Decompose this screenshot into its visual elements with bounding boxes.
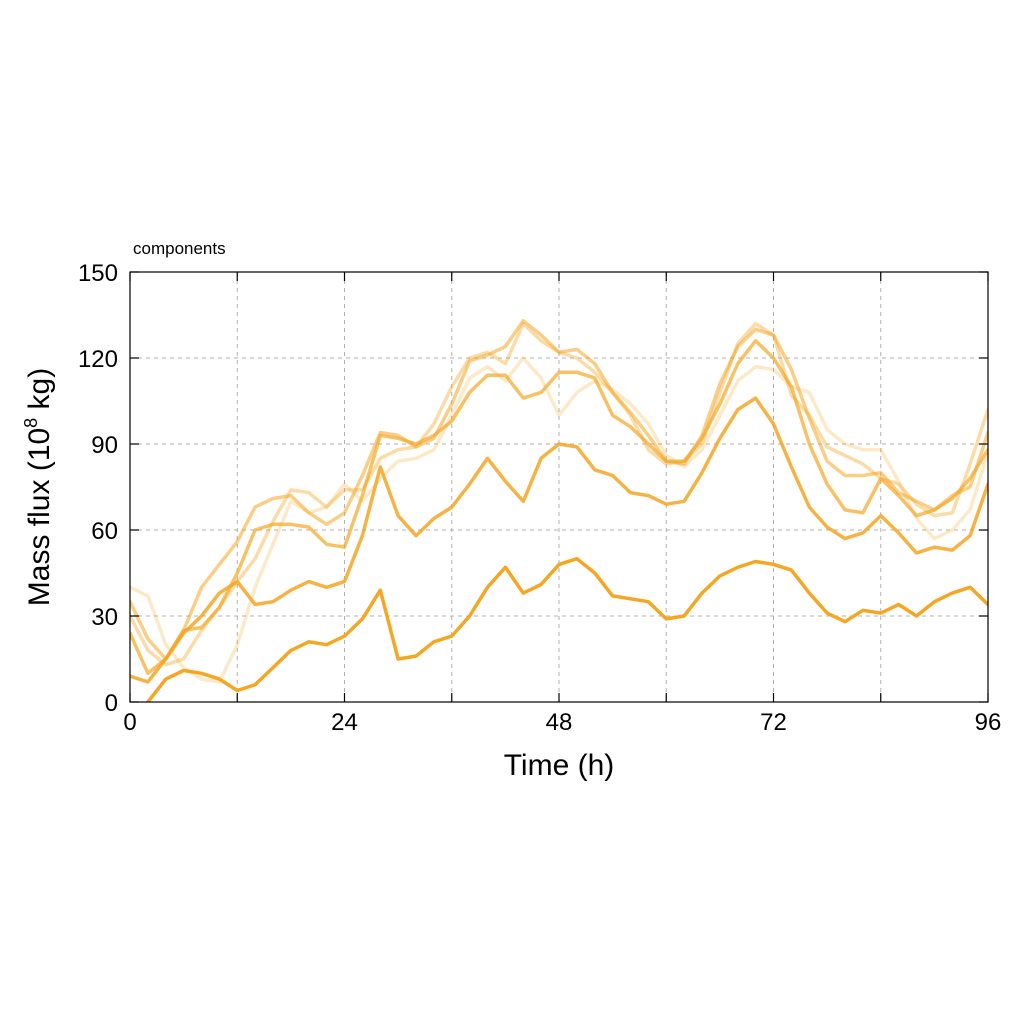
x-tick-label: 24 xyxy=(331,709,358,736)
y-tick-label: 0 xyxy=(105,690,118,717)
x-tick-label: 72 xyxy=(760,709,787,736)
y-tick-label: 90 xyxy=(91,432,118,459)
y-axis-label-exponent: 8 xyxy=(21,418,41,428)
series-line-2 xyxy=(130,396,988,684)
ticks xyxy=(129,271,989,703)
x-tick-label: 0 xyxy=(123,709,136,736)
y-tick-label: 30 xyxy=(91,604,118,631)
chart-title: components xyxy=(133,239,226,258)
x-tick-label: 48 xyxy=(546,709,573,736)
grid xyxy=(130,272,988,702)
y-axis-label-unit: kg) xyxy=(23,368,56,418)
tick-labels: 0 24 48 72 96 0 30 60 90 120 150 xyxy=(78,260,1001,736)
y-axis-label: Mass flux (108 kg) xyxy=(21,368,56,606)
series-line-1 xyxy=(145,556,988,702)
y-tick-label: 150 xyxy=(78,260,118,287)
series-layer xyxy=(130,318,988,702)
series-line-6 xyxy=(130,356,988,684)
y-tick-label: 60 xyxy=(91,518,118,545)
x-tick-label: 96 xyxy=(975,709,1002,736)
x-axis-label: Time (h) xyxy=(504,749,615,782)
y-tick-label: 120 xyxy=(78,346,118,373)
y-axis-label-main: Mass flux (10 xyxy=(23,428,56,606)
series-line-4 xyxy=(130,318,988,661)
series-line-3 xyxy=(130,339,988,676)
